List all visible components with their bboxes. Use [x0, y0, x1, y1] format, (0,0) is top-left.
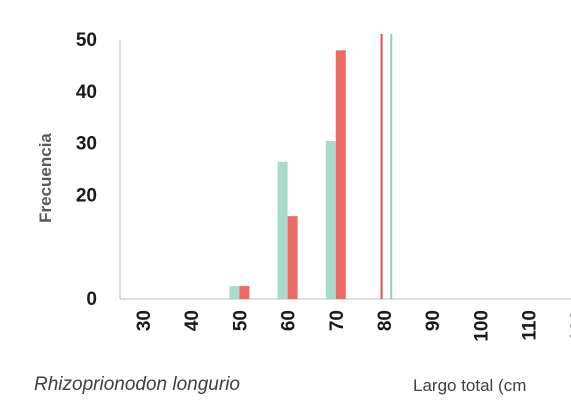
x-tick-label: 50 — [230, 310, 251, 331]
bar-series-2 — [287, 216, 298, 299]
bar-series-2 — [335, 50, 346, 299]
y-axis-label: Frecuencia — [36, 133, 55, 223]
x-tick-label: 70 — [327, 310, 348, 331]
bar-series-1 — [277, 161, 288, 299]
x-tick-label: 110 — [520, 310, 541, 341]
y-tick-label: 0 — [86, 289, 97, 310]
x-tick-label: 90 — [423, 310, 444, 331]
x-tick-label: 80 — [375, 310, 396, 331]
bar-series-2 — [239, 286, 250, 299]
y-tick-label: 30 — [76, 134, 97, 155]
x-tick-label: 30 — [134, 310, 155, 331]
x-tick-label: 100 — [471, 310, 492, 342]
y-tick-label: 20 — [76, 185, 97, 206]
species-annotation: Rhizoprionodon longurio — [34, 374, 240, 395]
y-tick-label: 50 — [76, 30, 97, 51]
plot-area: 0 20 30 40 50 30 40 50 60 70 80 90 100 110 120 — [76, 30, 571, 342]
y-tick-label: 40 — [76, 82, 97, 103]
x-axis-label: Largo total (cm — [413, 376, 527, 395]
x-tick-label: 40 — [182, 310, 203, 331]
x-tick-label: 120 — [568, 310, 571, 342]
bar-series-1 — [325, 141, 336, 299]
bar-series-1 — [229, 286, 240, 299]
x-tick-label: 60 — [279, 310, 300, 331]
